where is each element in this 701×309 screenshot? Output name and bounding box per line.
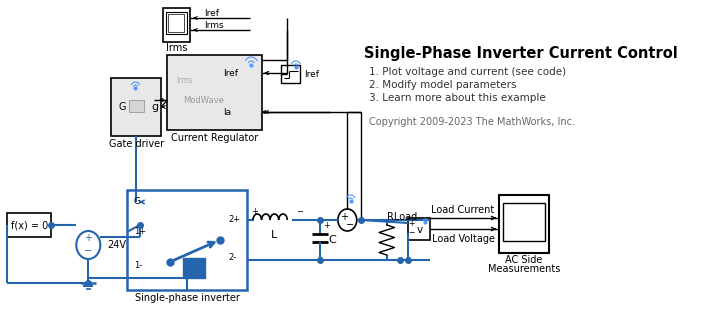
Text: Iref: Iref (204, 9, 219, 18)
Text: Iref: Iref (304, 70, 320, 78)
Text: G: G (134, 197, 141, 206)
Bar (281, 65, 300, 83)
Text: 24V: 24V (107, 240, 126, 250)
Circle shape (338, 209, 357, 231)
Text: +: + (84, 233, 93, 243)
Text: −: − (409, 228, 415, 238)
Text: 2+: 2+ (228, 215, 240, 225)
Bar (183, 258, 205, 278)
Text: Measurements: Measurements (488, 264, 560, 274)
Text: −: − (296, 208, 303, 217)
Text: Iref: Iref (223, 69, 238, 78)
Bar (163, 8, 191, 42)
Text: AC Side: AC Side (505, 255, 543, 265)
Text: Load Voltage: Load Voltage (432, 234, 495, 244)
Bar (111, 78, 161, 136)
Bar (168, 14, 184, 32)
Text: Irms: Irms (176, 75, 193, 84)
Text: C: C (328, 235, 336, 245)
Text: Copyright 2009-2023 The MathWorks, Inc.: Copyright 2009-2023 The MathWorks, Inc. (369, 117, 575, 127)
Text: 3. Learn more about this example: 3. Learn more about this example (369, 93, 545, 103)
Text: Single-phase inverter: Single-phase inverter (135, 293, 239, 303)
Bar (408, 218, 430, 240)
Text: 2. Modify model parameters: 2. Modify model parameters (369, 80, 516, 90)
Text: Gate driver: Gate driver (109, 139, 164, 149)
Text: L: L (271, 230, 278, 240)
Text: v: v (416, 225, 423, 235)
Text: 1+: 1+ (134, 227, 146, 236)
Text: +: + (251, 208, 258, 217)
Text: 1-: 1- (134, 260, 142, 269)
Bar (127, 190, 247, 290)
Text: Load Current: Load Current (431, 205, 495, 215)
Bar (168, 55, 261, 130)
Text: G: G (118, 102, 126, 112)
Text: Irms: Irms (204, 20, 224, 29)
Text: g: g (151, 102, 158, 112)
Text: Irms: Irms (166, 43, 187, 53)
Text: ModWave: ModWave (183, 95, 224, 104)
Text: +: + (409, 218, 415, 227)
Text: +: + (340, 212, 348, 222)
Circle shape (76, 231, 100, 259)
Text: Ia: Ia (223, 108, 231, 116)
Text: 2-: 2- (228, 253, 236, 263)
Text: +: + (323, 221, 330, 230)
Text: f(x) = 0: f(x) = 0 (11, 220, 48, 230)
Bar (499, 195, 549, 253)
Bar (166, 12, 187, 34)
Text: Single-Phase Inverter Current Control: Single-Phase Inverter Current Control (365, 45, 678, 61)
Bar (7, 213, 51, 237)
Bar (503, 203, 545, 241)
Bar (129, 100, 144, 112)
Text: −: − (84, 246, 93, 256)
Text: Current Regulator: Current Regulator (171, 133, 258, 143)
Text: RLoad: RLoad (387, 212, 417, 222)
Text: 1. Plot voltage and current (see code): 1. Plot voltage and current (see code) (369, 67, 566, 77)
Text: −: − (346, 220, 354, 230)
